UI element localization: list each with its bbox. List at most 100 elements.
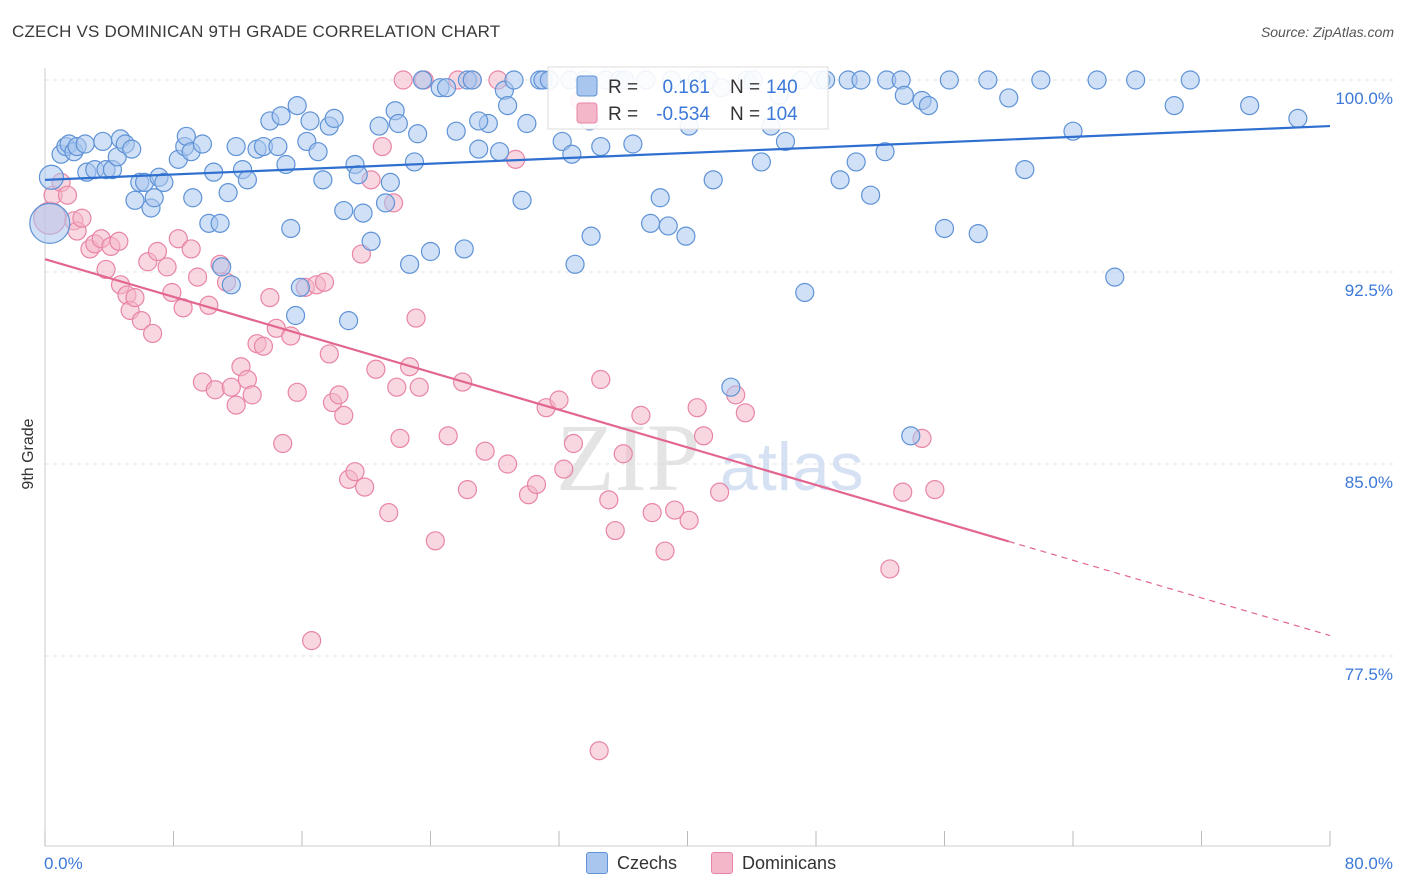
czechs-point: [408, 124, 428, 144]
dominicans-point: [366, 359, 386, 379]
dominicans-swatch: [576, 102, 598, 124]
czechs-point: [183, 188, 203, 208]
y-axis-title: 9th Grade: [20, 418, 37, 489]
dominicans-point: [221, 377, 241, 397]
czechs-point: [846, 152, 866, 172]
dominicans-point: [409, 377, 429, 397]
dominicans-point: [109, 231, 129, 251]
czechs-point: [210, 213, 230, 233]
czechs-point: [144, 188, 164, 208]
dominicans-point: [605, 520, 625, 541]
y-tick-label: 77.5%: [1345, 665, 1393, 684]
czechs-point: [851, 70, 871, 90]
dominicans-trendline-solid: [44, 258, 1010, 543]
dominicans-point: [226, 395, 246, 415]
czechs-point: [271, 106, 291, 126]
series-legend: Czechs Dominicans: [586, 852, 870, 874]
czechs-point: [404, 152, 425, 172]
czechs-point: [338, 311, 359, 331]
czechs-point: [1164, 95, 1184, 116]
czechs-point: [623, 134, 643, 154]
dominicans-point: [125, 288, 145, 308]
czechs-point: [380, 172, 400, 192]
czechs-swatch: [576, 75, 598, 97]
czechs-point: [237, 170, 257, 190]
source-credit: Source: ZipAtlas.com: [1260, 24, 1394, 40]
y-tick-label: 100.0%: [1335, 89, 1393, 108]
legend-item-dominicans[interactable]: Dominicans: [711, 852, 836, 874]
czechs-point: [268, 136, 288, 157]
dominicans-point: [498, 454, 518, 474]
czechs-point: [1180, 70, 1200, 90]
czechs-point: [562, 144, 582, 164]
y-tick-label: 92.5%: [1345, 281, 1393, 300]
dominicans-point: [287, 382, 307, 402]
czechs-point: [361, 231, 381, 251]
czechs-points: [29, 70, 1308, 446]
dominicans-point: [880, 559, 900, 579]
czechs-point: [212, 257, 232, 277]
czechs-point: [498, 95, 518, 116]
dominicans-point: [438, 426, 458, 446]
czechs-point: [1087, 70, 1107, 90]
czechs-n-value: 140: [766, 77, 798, 98]
czechs-point: [226, 136, 246, 157]
dominicans-point: [387, 377, 407, 397]
axis-labels: 77.5% 85.0% 92.5% 100.0% 0.0% 80.0% 9th Grade: [20, 89, 1393, 873]
dominicans-point: [710, 482, 730, 502]
czechs-point: [313, 170, 333, 190]
legend-item-czechs[interactable]: Czechs: [586, 852, 677, 874]
dominicans-r-label: R =: [608, 104, 638, 125]
dominicans-point: [393, 70, 413, 90]
regression-lines: [44, 124, 1331, 637]
czechs-point: [287, 95, 307, 116]
czechs-point: [751, 152, 771, 172]
legend-label-dominicans: Dominicans: [742, 852, 837, 873]
legend-swatch-czechs: [586, 852, 608, 874]
czechs-point: [504, 70, 524, 90]
czechs-point: [591, 136, 611, 157]
x-tick-label: 0.0%: [44, 854, 83, 873]
czechs-point: [489, 142, 510, 162]
dominicans-point: [302, 631, 322, 651]
czechs-point: [565, 254, 585, 274]
czechs-point: [830, 170, 850, 190]
czechs-point: [721, 377, 741, 397]
czechs-point: [469, 111, 489, 131]
dominicans-point: [379, 503, 399, 523]
czechs-point: [1288, 108, 1308, 129]
dominicans-point: [147, 241, 168, 262]
dominicans-point: [655, 541, 675, 561]
dominicans-point: [57, 185, 78, 205]
czechs-point: [517, 113, 537, 134]
dominicans-point: [205, 380, 225, 400]
dominicans-point: [406, 308, 426, 328]
dominicans-trendline-dashed: [1008, 540, 1331, 637]
dominicans-point: [457, 480, 478, 500]
dominicans-point: [554, 459, 574, 479]
dominicans-point: [168, 229, 188, 249]
czechs-point: [436, 78, 457, 98]
dominicans-point: [425, 531, 445, 551]
dominicans-point: [631, 405, 651, 425]
czechs-point: [939, 70, 959, 90]
dominicans-point: [181, 239, 201, 259]
czechs-point: [640, 213, 661, 233]
czechs-point: [125, 190, 145, 210]
czechs-point: [369, 116, 389, 136]
czechs-point: [221, 275, 241, 295]
dominicans-r-value: -0.534: [656, 104, 710, 125]
dominicans-point: [390, 428, 410, 448]
dominicans-point: [642, 503, 662, 523]
czechs-point: [154, 172, 174, 192]
czechs-point: [1031, 70, 1051, 90]
czechs-point: [300, 111, 320, 131]
czechs-point: [658, 216, 678, 236]
dominicans-point: [679, 510, 699, 530]
czechs-point: [388, 113, 408, 134]
dominicans-point: [72, 208, 92, 228]
czechs-point: [353, 203, 373, 223]
dominicans-point: [372, 136, 392, 157]
dominicans-point: [157, 257, 177, 277]
czechs-point: [1240, 95, 1260, 116]
